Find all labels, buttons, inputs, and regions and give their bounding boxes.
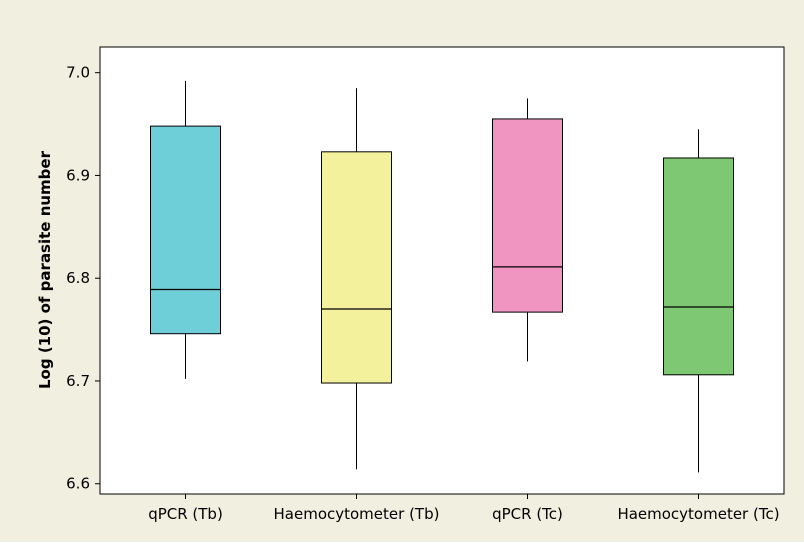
y-tick-label: 6.9 [66,166,90,184]
box [492,118,563,313]
box-group [150,80,221,379]
box [663,157,734,376]
y-tick-label: 7.0 [66,64,90,82]
box-group [492,98,563,362]
y-tick-label: 6.7 [66,372,90,390]
box [150,125,221,335]
x-tick-label: qPCR (Tb) [148,505,223,523]
x-tick-label: Haemocytometer (Tc) [617,505,779,523]
y-axis-label: Log (10) of parasite number [36,150,54,389]
box [321,151,392,384]
box-group [321,88,392,470]
y-axis: 6.6 6.7 6.8 6.9 7.0 [66,64,100,493]
x-tick-label: qPCR (Tc) [492,505,563,523]
y-tick-label: 6.6 [66,475,90,493]
box-group [663,129,734,473]
boxes [150,80,734,473]
x-axis: qPCR (Tb) Haemocytometer (Tb) qPCR (Tc) Hae… [148,494,780,523]
y-tick-label: 6.8 [66,269,90,287]
x-tick-label: Haemocytometer (Tb) [274,505,440,523]
